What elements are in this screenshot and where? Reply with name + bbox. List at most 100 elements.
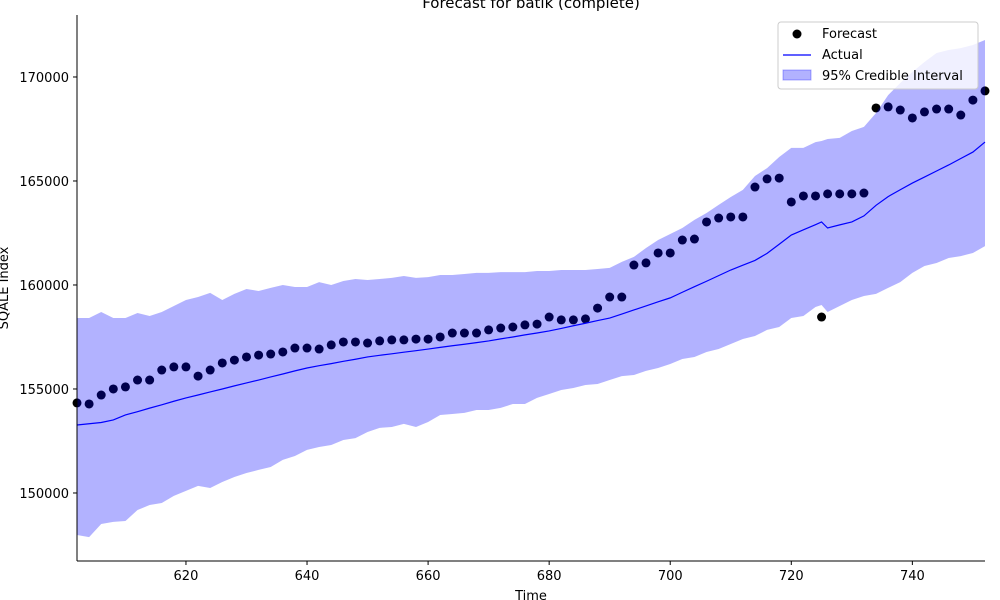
forecast-point — [241, 352, 251, 362]
forecast-point — [907, 113, 917, 123]
forecast-point — [980, 86, 990, 96]
x-tick-label: 640 — [295, 569, 320, 584]
forecast-point — [556, 315, 566, 325]
forecast-point — [217, 358, 227, 368]
y-tick-label: 160000 — [19, 279, 69, 294]
forecast-point — [314, 344, 324, 354]
x-tick-label: 620 — [174, 569, 199, 584]
forecast-point — [496, 323, 506, 333]
forecast-point — [871, 103, 881, 113]
forecast-point — [387, 335, 397, 345]
forecast-point — [145, 375, 155, 385]
chart-title: Forecast for batik (complete) — [422, 0, 640, 12]
legend-label: Forecast — [822, 27, 877, 42]
forecast-point — [254, 350, 264, 360]
forecast-point — [726, 212, 736, 222]
forecast-point — [363, 338, 373, 348]
actual-line — [76, 141, 986, 426]
x-axis-label: Time — [514, 589, 547, 600]
forecast-point — [350, 337, 360, 347]
forecast-point — [956, 110, 966, 120]
forecast-point — [133, 375, 143, 385]
forecast-point — [883, 102, 893, 112]
forecast-point — [968, 95, 978, 105]
forecast-point — [120, 382, 130, 392]
legend-marker — [782, 69, 812, 81]
forecast-point — [932, 104, 942, 114]
forecast-point — [944, 104, 954, 114]
forecast-point — [762, 174, 772, 184]
forecast-point — [266, 349, 276, 359]
forecast-point — [157, 365, 167, 375]
forecast-point — [96, 390, 106, 400]
legend-label: 95% Credible Interval — [822, 69, 963, 84]
y-tick-label: 165000 — [19, 175, 69, 190]
forecast-point — [290, 343, 300, 353]
forecast-point — [326, 340, 336, 350]
forecast-point — [375, 336, 385, 346]
forecast-point — [472, 328, 482, 338]
x-tick-label: 700 — [658, 569, 683, 584]
forecast-point — [665, 248, 675, 258]
forecast-point — [181, 362, 191, 372]
y-tick-label: 155000 — [19, 383, 69, 398]
forecast-point — [798, 191, 808, 201]
forecast-point — [108, 384, 118, 394]
forecast-point — [774, 173, 784, 183]
forecast-point — [411, 334, 421, 344]
legend-label: Actual — [822, 48, 863, 63]
forecast-point — [593, 303, 603, 313]
forecast-point — [641, 258, 651, 268]
forecast-point — [459, 328, 469, 338]
forecast-point — [520, 320, 530, 330]
forecast-point — [399, 335, 409, 345]
forecast-point — [895, 105, 905, 115]
forecast-point — [677, 235, 687, 245]
forecast-point — [205, 365, 215, 375]
forecast-point — [229, 355, 239, 365]
forecast-point — [338, 337, 348, 347]
forecast-point — [714, 213, 724, 223]
forecast-point — [823, 189, 833, 199]
forecast-point — [193, 371, 203, 381]
forecast-point — [786, 197, 796, 207]
forecast-point — [811, 191, 821, 201]
credible-interval — [77, 39, 985, 538]
forecast-point — [847, 189, 857, 199]
legend-box — [777, 21, 979, 90]
forecast-point — [169, 362, 179, 372]
forecast-point — [919, 107, 929, 117]
forecast-point — [544, 312, 554, 322]
x-tick-label: 720 — [779, 569, 804, 584]
forecast-point — [817, 312, 827, 322]
forecast-point — [738, 212, 748, 222]
forecast-point — [605, 292, 615, 302]
forecast-point — [84, 399, 94, 409]
forecast-point — [859, 188, 869, 198]
forecast-point — [532, 319, 542, 329]
x-tick-label: 740 — [900, 569, 925, 584]
x-tick-label: 680 — [537, 569, 562, 584]
forecast-point — [278, 347, 288, 357]
legend-marker — [792, 29, 802, 39]
forecast-point — [435, 332, 445, 342]
forecast-point — [447, 328, 457, 338]
forecast-point — [835, 189, 845, 199]
x-tick-label: 660 — [416, 569, 441, 584]
forecast-point — [702, 217, 712, 227]
forecast-point — [423, 334, 433, 344]
forecast-point — [568, 315, 578, 325]
forecast-point — [302, 343, 312, 353]
forecast-point — [750, 182, 760, 192]
y-axis-label: SQALE Index — [0, 246, 12, 329]
y-tick-label: 170000 — [19, 71, 69, 86]
forecast-point — [580, 314, 590, 324]
forecast-point — [689, 234, 699, 244]
y-tick-label: 150000 — [19, 487, 69, 502]
forecast-point — [653, 248, 663, 258]
forecast-point — [508, 322, 518, 332]
forecast-point — [617, 292, 627, 302]
forecast-point — [484, 325, 494, 335]
